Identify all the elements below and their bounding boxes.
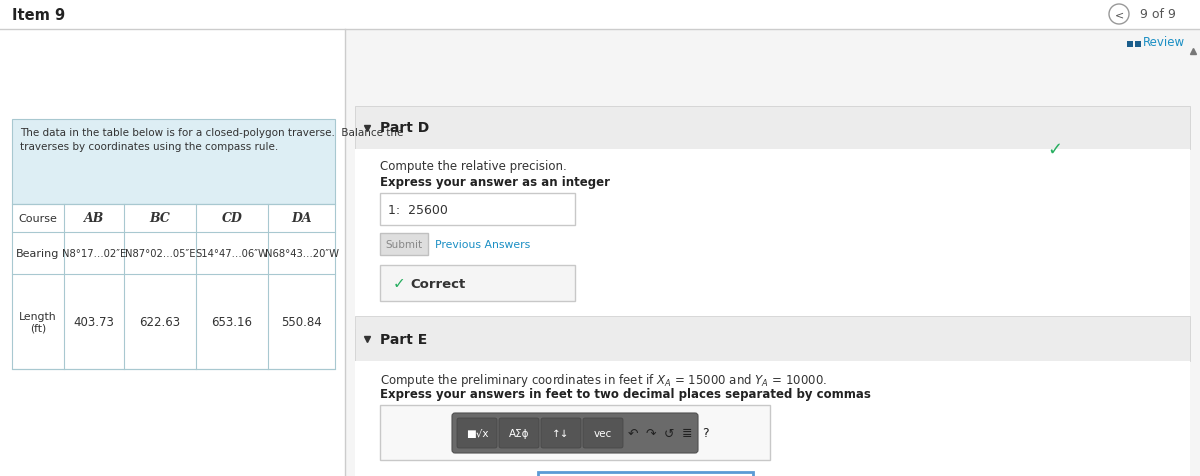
Text: Correct: Correct	[410, 277, 466, 290]
Text: AB: AB	[84, 212, 104, 225]
Text: 550.84: 550.84	[281, 315, 322, 328]
Bar	[1135, 42, 1141, 48]
FancyBboxPatch shape	[538, 472, 754, 476]
Text: ✓: ✓	[394, 276, 406, 291]
FancyBboxPatch shape	[380, 234, 428, 256]
Text: 653.16: 653.16	[211, 315, 252, 328]
Text: vec: vec	[594, 428, 612, 438]
FancyBboxPatch shape	[346, 30, 1200, 476]
Text: N87°02…05″E: N87°02…05″E	[125, 248, 196, 258]
Text: AΣϕ: AΣϕ	[509, 428, 529, 438]
FancyBboxPatch shape	[355, 107, 1190, 149]
Text: DA: DA	[292, 212, 312, 225]
Text: Compute the relative precision.: Compute the relative precision.	[380, 159, 566, 173]
FancyBboxPatch shape	[457, 418, 497, 448]
FancyBboxPatch shape	[452, 413, 698, 453]
FancyBboxPatch shape	[12, 205, 335, 369]
Text: <: <	[1115, 10, 1123, 20]
Text: traverses by coordinates using the compass rule.: traverses by coordinates using the compa…	[20, 142, 278, 152]
FancyBboxPatch shape	[499, 418, 539, 448]
Text: The data in the table below is for a closed-polygon traverse.  Balance the: The data in the table below is for a clo…	[20, 128, 403, 138]
Text: Compute the preliminary coordinates in feet if $X_A$ = 15000 and $Y_A$ = 10000.: Compute the preliminary coordinates in f…	[380, 371, 827, 388]
FancyBboxPatch shape	[355, 149, 1190, 329]
FancyBboxPatch shape	[355, 361, 1190, 476]
Text: Item 9: Item 9	[12, 8, 65, 22]
FancyBboxPatch shape	[355, 317, 1190, 361]
Text: Express your answers in feet to two decimal places separated by commas: Express your answers in feet to two deci…	[380, 387, 871, 400]
Text: BC: BC	[150, 212, 170, 225]
FancyBboxPatch shape	[380, 194, 575, 226]
Text: 622.63: 622.63	[139, 315, 180, 328]
Text: Bearing: Bearing	[17, 248, 60, 258]
Text: ↑↓: ↑↓	[552, 428, 570, 438]
Text: S14°47…06″W: S14°47…06″W	[196, 248, 269, 258]
FancyBboxPatch shape	[380, 266, 575, 301]
Text: 403.73: 403.73	[73, 315, 114, 328]
Text: Length
(ft): Length (ft)	[19, 311, 56, 333]
Text: Submit: Submit	[385, 239, 422, 249]
Text: ✓: ✓	[1048, 141, 1062, 159]
Text: Express your answer as an integer: Express your answer as an integer	[380, 176, 610, 188]
Text: ↺: ↺	[664, 426, 674, 439]
Text: CD: CD	[222, 212, 242, 225]
FancyBboxPatch shape	[380, 405, 770, 460]
FancyBboxPatch shape	[0, 0, 1200, 30]
Text: Review: Review	[1142, 35, 1186, 49]
Text: ?: ?	[702, 426, 708, 439]
Text: Part E: Part E	[380, 332, 427, 346]
Text: ■√x: ■√x	[466, 428, 488, 438]
Text: ↷: ↷	[646, 426, 656, 439]
Text: 1:  25600: 1: 25600	[388, 203, 448, 216]
FancyBboxPatch shape	[0, 30, 346, 476]
FancyBboxPatch shape	[541, 418, 581, 448]
FancyBboxPatch shape	[12, 120, 335, 205]
Text: N8°17…02″E: N8°17…02″E	[62, 248, 126, 258]
Bar	[1127, 42, 1133, 48]
Text: ↶: ↶	[628, 426, 638, 439]
Text: Previous Answers: Previous Answers	[436, 239, 530, 249]
Text: Part D: Part D	[380, 121, 430, 135]
Text: 9 of 9: 9 of 9	[1140, 9, 1176, 21]
Text: Course: Course	[18, 214, 58, 224]
Text: N68°43…20″W: N68°43…20″W	[264, 248, 338, 258]
FancyBboxPatch shape	[583, 418, 623, 448]
Text: ≣: ≣	[682, 426, 692, 439]
